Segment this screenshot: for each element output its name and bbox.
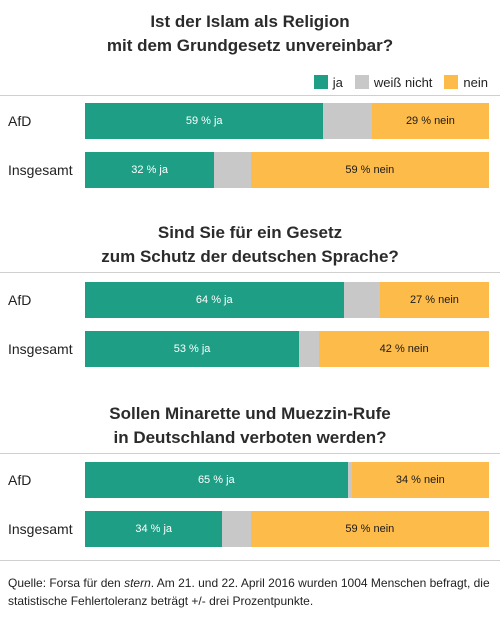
legend-label-weiss-nicht: weiß nicht	[373, 74, 433, 90]
bar-segment-nein: 42 % nein	[319, 331, 489, 367]
row-label-afd: AfD	[8, 113, 32, 129]
chart-title-3: Sollen Minarette und Muezzin-Rufe in Deu…	[0, 402, 500, 450]
chart-title-3-line-1: Sollen Minarette und Muezzin-Rufe	[109, 404, 391, 423]
stacked-bar: 34 % ja 59 % nein	[85, 511, 489, 547]
chart-2-row-afd: AfD 64 % ja 27 % nein	[0, 282, 500, 318]
row-label-insgesamt: Insgesamt	[8, 341, 73, 357]
source-note: Quelle: Forsa für den stern. Am 21. und …	[8, 574, 494, 610]
bar-segment-nein: 29 % nein	[371, 103, 489, 139]
data-label-nein: 42 % nein	[379, 343, 429, 355]
bar-segment-nein: 34 % nein	[351, 462, 489, 498]
chart-title-1: Ist der Islam als Religion mit dem Grund…	[0, 10, 500, 58]
bar-segment-ja: 53 % ja	[85, 331, 300, 367]
data-label-ja: 32 % ja	[131, 164, 168, 176]
chart-title-2: Sind Sie für ein Gesetz zum Schutz der d…	[0, 221, 500, 269]
chart-3-row-insgesamt: Insgesamt 34 % ja 59 % nein	[0, 511, 500, 547]
stacked-bar: 59 % ja 29 % nein	[85, 103, 489, 139]
legend-swatch-ja	[313, 75, 328, 89]
legend-item-nein: nein	[444, 75, 488, 90]
legend-item-weiss-nicht: weiß nicht	[354, 74, 433, 90]
legend: ja weiß nicht nein	[302, 74, 488, 90]
bar-segment-ja: 65 % ja	[85, 462, 348, 498]
divider-1	[0, 95, 500, 96]
chart-title-2-line-2: zum Schutz der deutschen Sprache?	[101, 247, 399, 266]
divider-3	[0, 453, 500, 454]
data-label-nein: 59 % nein	[345, 523, 395, 535]
data-label-nein: 29 % nein	[405, 115, 455, 127]
chart-1-row-insgesamt: Insgesamt 32 % ja 59 % nein	[0, 152, 500, 188]
row-label-insgesamt: Insgesamt	[8, 162, 73, 178]
bar-segment-ja: 64 % ja	[85, 282, 344, 318]
bar-segment-weiss-nicht	[299, 331, 320, 367]
stacked-bar: 65 % ja 34 % nein	[85, 462, 489, 498]
legend-item-ja: ja	[313, 74, 343, 90]
data-label-ja: 59 % ja	[185, 115, 223, 127]
chart-3-row-afd: AfD 65 % ja 34 % nein	[0, 462, 500, 498]
bar-segment-ja: 32 % ja	[85, 152, 215, 188]
chart-title-1-line-1: Ist der Islam als Religion	[150, 12, 350, 31]
data-label-nein: 34 % nein	[395, 474, 445, 486]
bar-segment-nein: 59 % nein	[250, 152, 489, 188]
row-label-afd: AfD	[8, 472, 32, 488]
source-prefix: Quelle: Forsa für den	[8, 576, 125, 590]
chart-title-2-line-1: Sind Sie für ein Gesetz	[157, 223, 343, 242]
chart-title-1-line-2: mit dem Grundgesetz unvereinbar?	[106, 36, 394, 55]
legend-label-ja: ja	[332, 74, 343, 90]
bar-segment-weiss-nicht	[214, 152, 251, 188]
bar-segment-nein: 59 % nein	[250, 511, 489, 547]
chart-2-row-insgesamt: Insgesamt 53 % ja 42 % nein	[0, 331, 500, 367]
legend-swatch-weiss-nicht	[354, 75, 369, 89]
source-suffix: . Am 21. und 22. April 2016 wurden 1004 …	[8, 576, 490, 608]
bar-segment-weiss-nicht	[347, 462, 352, 498]
stacked-bar: 32 % ja 59 % nein	[85, 152, 489, 188]
legend-label-nein: nein	[463, 74, 488, 90]
data-label-ja: 34 % ja	[135, 523, 173, 535]
data-label-ja: 65 % ja	[197, 474, 235, 486]
bar-segment-weiss-nicht	[222, 511, 251, 547]
divider-4	[0, 560, 500, 561]
stacked-bar: 53 % ja 42 % nein	[85, 331, 489, 367]
data-label-nein: 59 % nein	[345, 164, 395, 176]
row-label-afd: AfD	[8, 292, 32, 308]
legend-swatch-nein	[444, 75, 459, 89]
bar-segment-ja: 34 % ja	[85, 511, 223, 547]
bar-segment-nein: 27 % nein	[379, 282, 489, 318]
divider-2	[0, 272, 500, 273]
data-label-nein: 27 % nein	[409, 294, 459, 306]
bar-segment-weiss-nicht	[343, 282, 380, 318]
stacked-bar: 64 % ja 27 % nein	[85, 282, 489, 318]
source-publication: stern	[124, 576, 151, 590]
bar-segment-weiss-nicht	[323, 103, 372, 139]
row-label-insgesamt: Insgesamt	[8, 521, 73, 537]
data-label-ja: 64 % ja	[195, 294, 233, 306]
bar-segment-ja: 59 % ja	[85, 103, 324, 139]
chart-1-row-afd: AfD 59 % ja 29 % nein	[0, 103, 500, 139]
data-label-ja: 53 % ja	[173, 343, 211, 355]
chart-title-3-line-2: in Deutschland verboten werden?	[113, 428, 387, 447]
